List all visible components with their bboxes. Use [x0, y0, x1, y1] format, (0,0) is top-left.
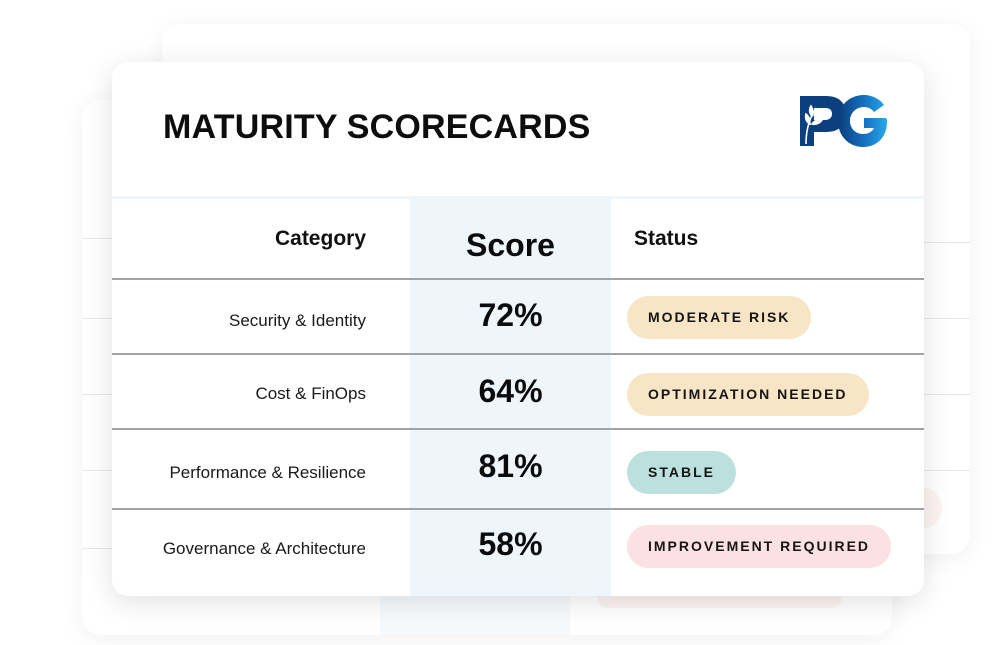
- background-divider: [82, 394, 112, 395]
- header-divider: [112, 196, 924, 199]
- background-divider: [82, 548, 112, 549]
- wheat-icon: [804, 104, 826, 145]
- status-badge: STABLE: [627, 451, 736, 494]
- score-cell: 81%: [478, 448, 543, 484]
- column-header-score: Score: [466, 227, 555, 263]
- card-header: MATURITY SCORECARDS: [112, 62, 924, 198]
- score-cell: 72%: [478, 297, 543, 333]
- score-column-highlight: [410, 199, 611, 596]
- page-title: MATURITY SCORECARDS: [163, 108, 591, 146]
- background-divider: [82, 318, 112, 319]
- score-cell: 64%: [478, 373, 543, 409]
- column-header-category: Category: [274, 227, 366, 250]
- category-cell: Governance & Architecture: [162, 539, 366, 558]
- status-badge: IMPROVEMENT REQUIRED: [627, 525, 892, 568]
- pg-logo-icon: [800, 95, 887, 147]
- category-cell: Security & Identity: [228, 311, 366, 330]
- row-divider: [112, 278, 924, 280]
- status-badge: OPTIMIZATION NEEDED: [627, 373, 869, 416]
- row-divider: [112, 353, 924, 355]
- background-score-column: [380, 590, 570, 635]
- background-divider: [82, 238, 112, 239]
- background-divider: [82, 470, 112, 471]
- score-cell: 58%: [478, 526, 543, 562]
- column-header-status: Status: [634, 227, 699, 250]
- status-badge: MODERATE RISK: [627, 296, 812, 339]
- scorecard-panel: MATURITY SCORECARDS: [112, 62, 924, 596]
- category-cell: Cost & FinOps: [255, 384, 366, 403]
- row-divider: [112, 508, 924, 510]
- category-cell: Performance & Resilience: [169, 463, 366, 482]
- row-divider: [112, 428, 924, 430]
